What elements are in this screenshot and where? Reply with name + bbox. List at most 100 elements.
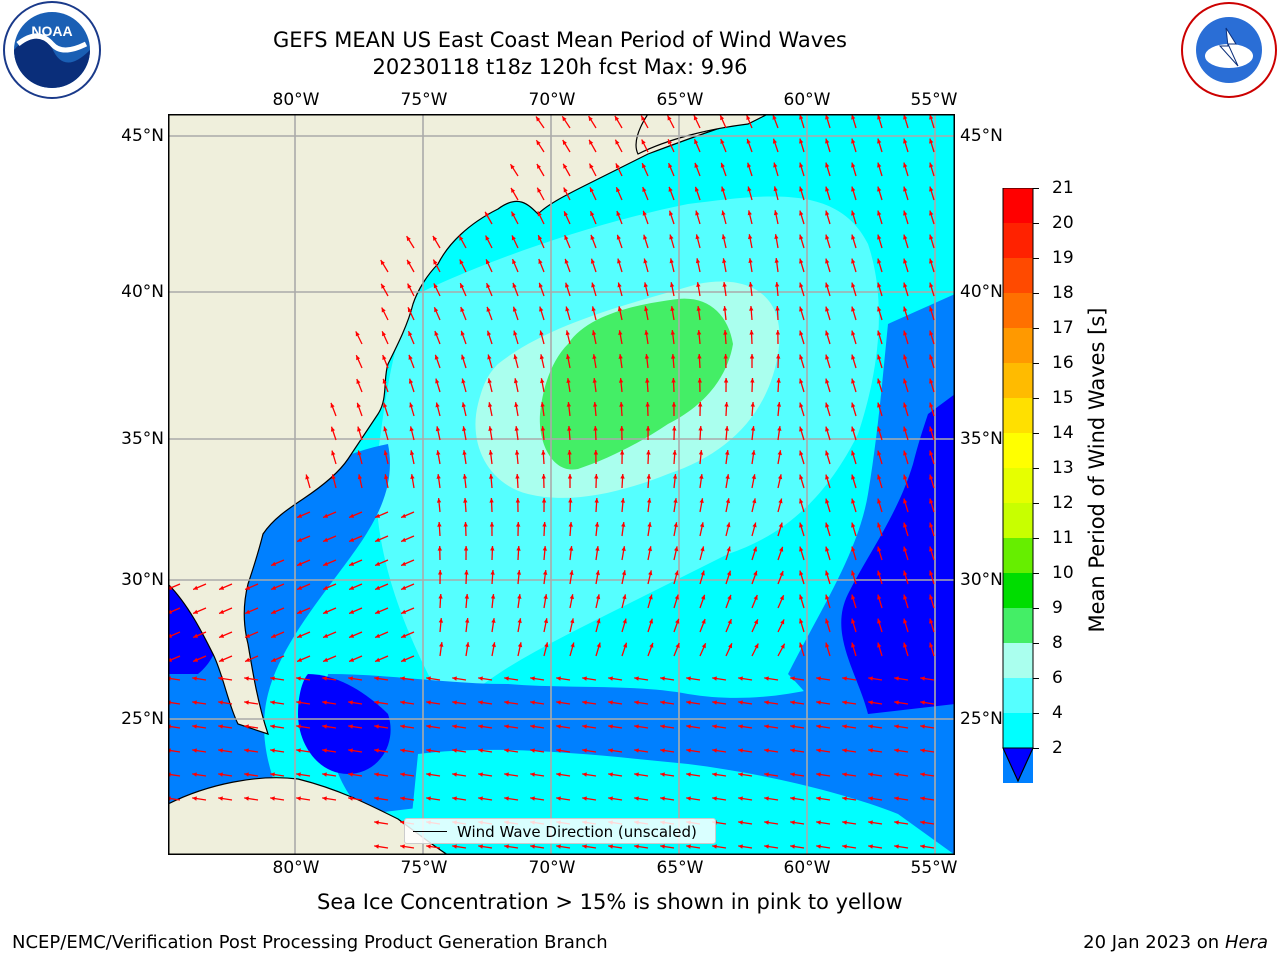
noaa-logo: NOAA xyxy=(0,0,104,100)
wind-wave-arrow-head xyxy=(270,700,275,705)
wind-wave-arrow-head xyxy=(567,474,573,479)
wind-wave-arrow-head xyxy=(460,330,465,336)
wave-period-8-9-region xyxy=(539,298,733,470)
colorbar-tick-label: 20 xyxy=(1052,213,1074,233)
wind-wave-arrow-head xyxy=(686,844,691,849)
wind-wave-arrow-head xyxy=(563,187,568,193)
wind-wave-arrow-head xyxy=(774,258,779,263)
wind-wave-arrow-head xyxy=(674,546,679,552)
colorbar-tick-label: 4 xyxy=(1052,703,1063,723)
colorbar-tick-label: 2 xyxy=(1052,738,1063,758)
colorbar-tick-label: 9 xyxy=(1052,598,1063,618)
wind-wave-arrow-head xyxy=(297,513,303,518)
footer-producer: NCEP/EMC/Verification Post Processing Pr… xyxy=(12,932,608,953)
wind-wave-arrow-head xyxy=(608,772,613,777)
wind-wave-arrow-head xyxy=(647,546,652,552)
wind-wave-arrow-head xyxy=(712,676,717,681)
wind-wave-arrow-head xyxy=(929,570,934,576)
wind-wave-arrow-head xyxy=(323,561,329,566)
wind-wave-arrow-head xyxy=(219,657,225,662)
wind-wave-arrow-head xyxy=(695,258,701,264)
wind-wave-arrow-head xyxy=(542,522,547,527)
colorbar-band xyxy=(1003,503,1033,538)
wind-wave-arrow-head xyxy=(825,210,830,216)
wind-wave-arrow-head xyxy=(799,426,804,432)
wind-wave-arrow-head xyxy=(408,307,412,313)
wind-wave-arrow-head xyxy=(349,657,355,662)
wind-wave-arrow-head xyxy=(582,724,587,729)
wind-wave-arrow-head xyxy=(270,676,275,681)
wind-wave-arrow-head xyxy=(738,724,743,729)
wind-wave-arrow-head xyxy=(374,796,379,801)
wind-wave-arrow-head xyxy=(851,138,856,144)
wind-wave-arrow-head xyxy=(464,594,469,599)
wind-wave-arrow-head xyxy=(670,282,675,288)
wind-wave-arrow-head xyxy=(825,114,830,120)
wind-wave-arrow-head xyxy=(357,474,362,480)
wind-wave-arrow-head xyxy=(511,187,516,193)
wind-wave-arrow-head xyxy=(894,796,899,801)
colorbar-tick-mark xyxy=(1033,678,1039,679)
wind-wave-arrow-head xyxy=(842,676,847,681)
wind-wave-arrow-head xyxy=(752,522,757,528)
wind-wave-arrow-head xyxy=(591,330,597,336)
wind-wave-arrow-head xyxy=(929,618,934,624)
wind-wave-arrow-head xyxy=(725,450,730,455)
wind-wave-arrow-head xyxy=(929,114,934,120)
wind-wave-arrow-head xyxy=(750,378,755,383)
wind-wave-arrow-head xyxy=(616,234,621,240)
wind-wave-arrow-head xyxy=(408,331,413,337)
wind-wave-arrow-head xyxy=(515,498,520,503)
wind-wave-arrow-head xyxy=(566,354,571,360)
wind-wave-arrow-head xyxy=(877,354,882,360)
wind-wave-arrow-head xyxy=(323,513,329,518)
wind-wave-arrow-head xyxy=(749,306,754,311)
colorbar-band xyxy=(1003,538,1033,573)
wind-wave-arrow-head xyxy=(452,772,457,777)
lat-label-right-40n: 40°N xyxy=(960,282,1003,302)
wind-wave-arrow-head xyxy=(799,522,804,528)
wind-wave-arrow-head xyxy=(868,796,873,801)
colorbar-tick-mark xyxy=(1033,713,1039,714)
wind-wave-arrow-head xyxy=(331,474,336,480)
wind-wave-arrow-head xyxy=(790,700,795,705)
wind-wave-arrow-head xyxy=(538,282,543,288)
wind-wave-arrow-head xyxy=(894,820,899,825)
wind-wave-arrow-head xyxy=(903,162,908,168)
wind-wave-arrow-head xyxy=(596,642,601,648)
wind-wave-arrow-head xyxy=(894,700,899,705)
colorbar-tick-mark xyxy=(1033,748,1039,749)
wind-wave-arrow-head xyxy=(382,378,387,384)
wind-wave-arrow-head xyxy=(401,609,407,614)
wind-wave-arrow-head xyxy=(825,186,830,192)
wind-wave-arrow-head xyxy=(851,642,856,648)
wind-wave-arrow-head xyxy=(464,570,469,575)
wind-wave-arrow-head xyxy=(590,187,594,193)
wind-wave-arrow-head xyxy=(512,282,517,288)
wind-wave-arrow-head xyxy=(748,258,753,263)
wind-wave-arrow-head xyxy=(816,844,821,849)
wind-wave-arrow-head xyxy=(530,772,535,777)
wind-wave-arrow-head xyxy=(645,426,651,431)
wind-wave-arrow-head xyxy=(779,571,784,576)
wind-wave-arrow-head xyxy=(799,234,804,240)
wind-wave-arrow-head xyxy=(401,561,407,566)
wind-wave-arrow-head xyxy=(877,402,882,408)
wind-wave-arrow-head xyxy=(738,676,743,681)
wind-wave-arrow-head xyxy=(478,676,483,681)
wind-wave-arrow-head xyxy=(851,474,856,480)
wind-wave-arrow-head xyxy=(695,234,700,240)
wind-wave-arrow-head xyxy=(903,402,908,408)
colorbar-tick-mark xyxy=(1033,188,1039,189)
wind-wave-arrow-head xyxy=(462,426,467,432)
wind-wave-arrow-head xyxy=(556,796,561,801)
wind-wave-arrow-head xyxy=(903,354,908,360)
wind-wave-arrow-head xyxy=(772,114,777,120)
wind-wave-arrow-head xyxy=(877,258,882,264)
wind-wave-arrow-head xyxy=(642,187,647,192)
wind-wave-arrow-head xyxy=(622,618,627,624)
wind-wave-arrow-head xyxy=(877,642,882,648)
wind-wave-arrow-head xyxy=(271,657,277,662)
wind-wave-direction-arrows xyxy=(166,114,935,849)
wind-wave-arrow-head xyxy=(567,450,572,455)
